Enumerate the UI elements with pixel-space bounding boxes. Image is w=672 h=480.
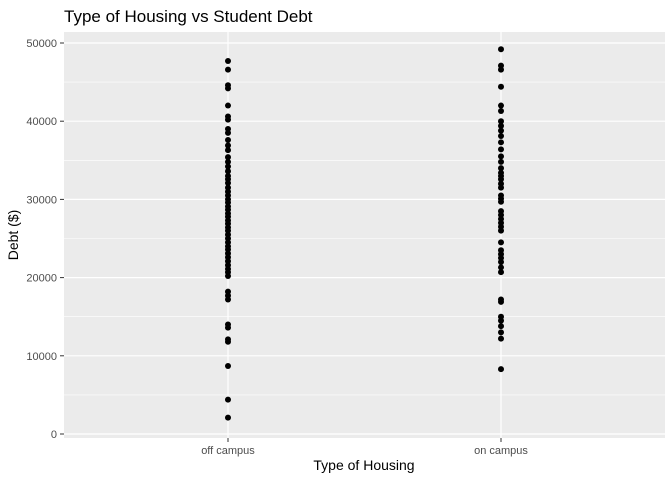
data-point (225, 85, 231, 92)
data-point (498, 269, 504, 276)
data-point (498, 158, 504, 165)
data-point (498, 118, 504, 125)
data-point (225, 168, 231, 175)
data-point (498, 122, 504, 129)
y-tick-label: 50000 (26, 38, 57, 50)
x-tick-label: on campus (474, 445, 528, 457)
data-point (498, 258, 504, 265)
data-point (225, 338, 231, 345)
data-point (498, 139, 504, 146)
data-point (225, 163, 231, 170)
data-points (225, 46, 504, 421)
data-point (225, 414, 231, 421)
data-point (498, 165, 504, 172)
data-point (498, 153, 504, 160)
data-point (498, 264, 504, 271)
y-tick-label: 10000 (26, 351, 57, 363)
data-point (498, 335, 504, 342)
data-point (225, 396, 231, 403)
data-point (498, 329, 504, 336)
data-point (225, 116, 231, 123)
data-point (225, 129, 231, 136)
y-tick-label: 20000 (26, 273, 57, 285)
data-point (225, 142, 231, 149)
data-point (498, 46, 504, 53)
data-point (225, 324, 231, 331)
data-point (498, 127, 504, 134)
data-point (498, 239, 504, 246)
data-point (498, 323, 504, 330)
data-point (225, 158, 231, 165)
data-point (225, 154, 231, 161)
data-point (498, 317, 504, 324)
data-point (225, 102, 231, 109)
x-axis-title: Type of Housing (313, 457, 414, 473)
data-point (225, 179, 231, 186)
y-tick-label: 40000 (26, 116, 57, 128)
minor-gridlines (64, 81, 665, 396)
data-point (225, 66, 231, 73)
data-point (498, 184, 504, 191)
data-point (225, 273, 231, 280)
chart-title: Type of Housing vs Student Debt (64, 7, 313, 26)
data-point (498, 298, 504, 305)
data-point (225, 362, 231, 369)
data-point (498, 102, 504, 109)
y-tick-label: 30000 (26, 194, 57, 206)
data-point (225, 136, 231, 143)
x-axis: off campus on campus (201, 438, 528, 457)
data-point (225, 147, 231, 154)
data-point (225, 296, 231, 303)
data-point (498, 227, 504, 234)
y-tick-label: 0 (51, 429, 57, 441)
y-axis: 0 10000 20000 30000 40000 50000 (26, 38, 64, 441)
data-point (498, 66, 504, 73)
data-point (498, 133, 504, 140)
data-point (225, 57, 231, 64)
y-axis-title: Debt ($) (5, 210, 21, 261)
data-point (498, 108, 504, 115)
data-point (498, 176, 504, 183)
data-point (498, 83, 504, 90)
data-point (498, 366, 504, 373)
data-point (498, 198, 504, 205)
x-tick-label: off campus (201, 445, 255, 457)
plot-panel (64, 32, 665, 438)
data-point (498, 146, 504, 153)
